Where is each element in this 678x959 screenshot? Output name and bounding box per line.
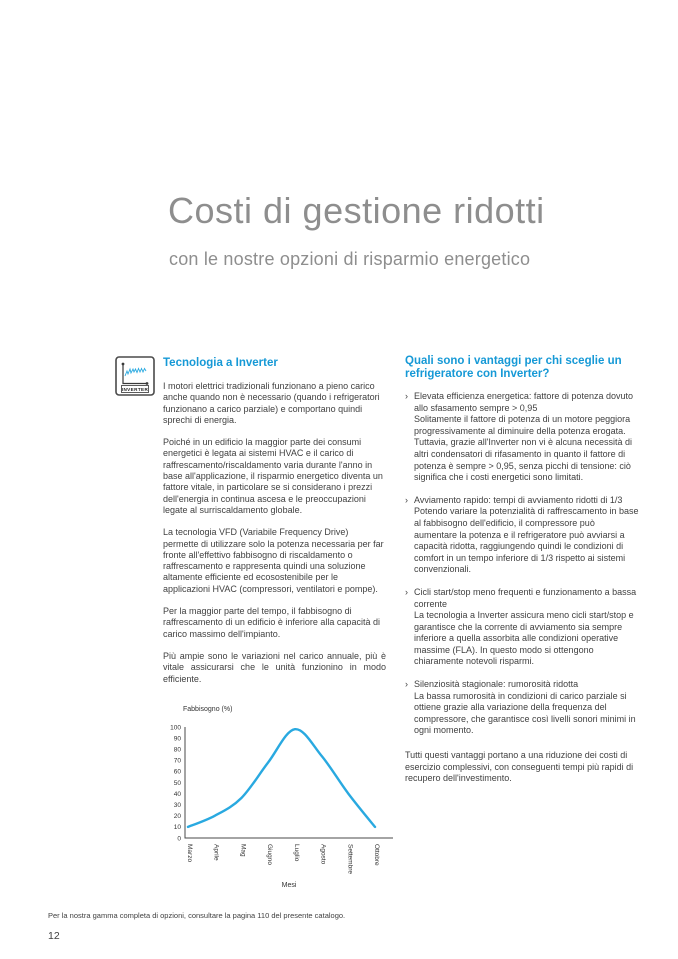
right-column: Quali sono i vantaggi per chi sceglie un… [405,355,640,785]
footer-note: Per la nostra gamma completa di opzioni,… [48,911,346,920]
chart-x-tick-label: Settembre [346,844,353,874]
bullet-body: La bassa rumorosità in condizioni di car… [414,690,636,736]
left-paragraph: La tecnologia VFD (Variabile Frequency D… [163,527,384,594]
chart-x-tick-label: Ottobre [373,844,380,866]
bullet-chevron-icon: › [405,494,408,505]
left-paragraph: Poiché in un edificio la maggior parte d… [163,437,383,515]
inverter-icon-graphic: INVERTER [115,356,155,396]
bullet-body: La tecnologia a Inverter assicura meno c… [414,610,634,667]
bullet-title: Elevata efficienza energetica: fattore d… [414,391,633,413]
advantage-bullet: › Cicli start/stop meno frequenti e funzi… [405,587,640,668]
chart-y-tick-label: 80 [174,747,182,754]
demand-curve-chart: 0 10 20 30 40 50 60 70 80 90 100 Marzo Aprile Mag Giug… [170,724,393,874]
advantage-bullet: › Elevata efficienza energetica: fattore … [405,391,640,484]
bullet-chevron-icon: › [405,586,408,597]
chart-y-tick-label: 100 [170,724,181,731]
bullet-title: Silenziosità stagionale: rumorosità rido… [414,679,579,690]
left-paragraph: Più ampie sono le variazioni nel carico … [163,650,386,684]
right-column-heading: Quali sono i vantaggi per chi sceglie un… [405,355,622,380]
left-paragraph: I motori elettrici tradizionali funziona… [163,381,380,425]
chart-y-tick-label: 90 [174,735,182,742]
page-subtitle: con le nostre opzioni di risparmio energ… [169,249,531,269]
left-paragraphs: I motori elettrici tradizionali funziona… [163,381,386,696]
advantage-bullet: › Avviamento rapido: tempi di avviamento … [405,495,640,576]
chart-y-tick-label: 50 [174,780,182,787]
bullet-chevron-icon: › [405,679,408,690]
inverter-icon: INVERTER [115,356,155,396]
chart-y-tick-label: 40 [174,791,182,798]
left-paragraph: Per la maggior parte del tempo, il fabbi… [163,606,380,639]
chart-y-tick-label: 30 [174,802,182,809]
chart-y-axis-title: Fabbisogno (%) [183,706,233,713]
bullet-body: Potendo variare la potenzialità di raffr… [414,506,639,575]
page-number: 12 [48,930,60,942]
chart-y-tick-label: 60 [174,769,182,776]
chart-y-tick-label: 0 [177,835,181,842]
left-column-heading: Tecnologia a Inverter [163,357,278,369]
chart-y-tick-label: 20 [174,813,182,820]
advantages-bullet-list: › Elevata efficienza energetica: fattore … [405,391,640,737]
bullet-chevron-icon: › [405,391,408,401]
inverter-waveform [124,367,147,377]
chart-x-tick-label: Luglio [293,844,300,862]
chart-x-tick-label: Agosto [320,844,327,865]
closing-paragraph: Tutti questi vantaggi portano a una ridu… [405,750,634,784]
chart-x-tick-label: Marzo [186,844,193,862]
chart-y-tick-label: 70 [174,758,182,765]
chart-y-tick-label: 10 [174,824,182,831]
chart-x-tick-label: Aprile [213,844,220,861]
bullet-title: Cicli start/stop meno frequenti e funzio… [414,586,637,609]
bullet-title: Avviamento rapido: tempi di avviamento r… [414,494,623,505]
chart-x-tick-label: Giugno [266,844,273,865]
demand-curve [186,728,377,829]
demand-chart: Fabbisogno (%) 0 10 20 30 40 50 60 70 80 90 100 Mar… [157,706,407,896]
chart-x-tick-label: Mag [239,844,246,857]
page-title: Costi di gestione ridotti [168,190,545,231]
chart-x-axis-title: Mesi [281,882,297,889]
bullet-body: Solitamente il fattore di potenza di un … [414,414,632,483]
chart-axes [184,727,393,839]
inverter-icon-label: INVERTER [122,387,149,392]
advantage-bullet: › Silenziosità stagionale: rumorosità rid… [405,679,640,737]
